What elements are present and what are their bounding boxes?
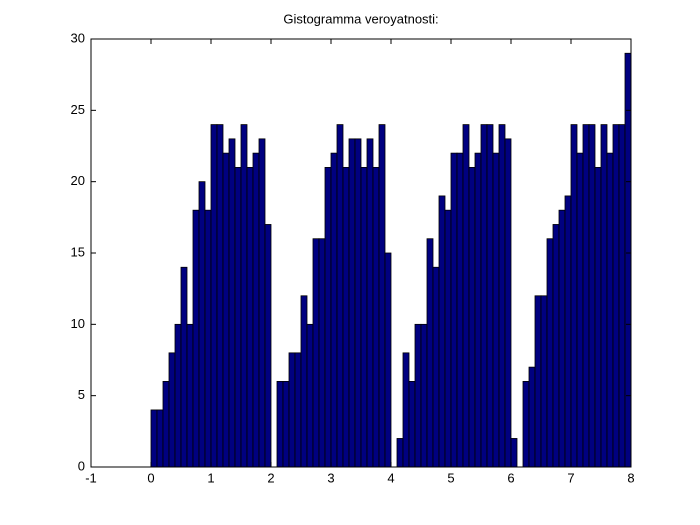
bar: [618, 124, 626, 468]
y-tick-label: 10: [71, 316, 85, 331]
bar: [216, 124, 224, 468]
bar: [522, 380, 530, 468]
bar: [372, 166, 380, 468]
bar: [576, 152, 584, 468]
bar: [324, 166, 332, 468]
bar: [282, 380, 290, 468]
bar: [348, 138, 356, 468]
bar: [510, 438, 518, 468]
bar: [624, 52, 632, 468]
bar: [168, 352, 176, 468]
x-tick-label: 1: [207, 470, 214, 485]
bar: [444, 209, 452, 468]
bar: [264, 224, 272, 468]
bar: [468, 166, 476, 468]
bar: [552, 224, 560, 468]
bar: [336, 124, 344, 468]
x-tick-label: 4: [387, 470, 394, 485]
bar: [222, 152, 230, 468]
bar: [180, 266, 188, 468]
y-tick-label: 5: [78, 387, 85, 402]
bar: [384, 252, 392, 468]
bar: [450, 152, 458, 468]
bar: [564, 195, 572, 468]
bar: [462, 124, 470, 468]
bar: [312, 238, 320, 468]
bar: [156, 409, 164, 468]
bar: [456, 152, 464, 468]
x-tick-label: 6: [507, 470, 514, 485]
bar: [504, 138, 512, 468]
bar: [246, 166, 254, 468]
bar: [378, 124, 386, 468]
bar: [474, 152, 482, 468]
bar: [600, 124, 608, 468]
bar: [318, 238, 326, 468]
bar: [612, 124, 620, 468]
bar: [534, 295, 542, 468]
bar: [408, 380, 416, 468]
bar: [588, 124, 596, 468]
bar: [204, 209, 212, 468]
bar: [174, 323, 182, 468]
bar: [594, 166, 602, 468]
bar: [150, 409, 158, 468]
x-tick-label: 7: [567, 470, 574, 485]
bar: [366, 138, 374, 468]
y-tick-label: 0: [78, 458, 85, 473]
bar: [486, 124, 494, 468]
bar: [498, 124, 506, 468]
bar: [306, 323, 314, 468]
bar: [540, 295, 548, 468]
bar: [342, 166, 350, 468]
bar: [414, 323, 422, 468]
bar: [606, 152, 614, 468]
bar: [396, 438, 404, 468]
bar: [228, 138, 236, 468]
x-tick-label: 3: [327, 470, 334, 485]
bar: [300, 295, 308, 468]
bar: [402, 352, 410, 468]
bar: [234, 166, 242, 468]
x-tick-label: -1: [85, 470, 97, 485]
bar: [582, 124, 590, 468]
bar: [420, 323, 428, 468]
bar: [240, 124, 248, 468]
x-tick-label: 2: [267, 470, 274, 485]
bar: [258, 138, 266, 468]
y-tick-label: 15: [71, 244, 85, 259]
bar: [210, 124, 218, 468]
bar: [252, 152, 260, 468]
y-tick-label: 20: [71, 173, 85, 188]
bar: [354, 138, 362, 468]
bar: [492, 152, 500, 468]
bar: [546, 238, 554, 468]
bar: [330, 152, 338, 468]
x-tick-label: 8: [627, 470, 634, 485]
bar: [528, 366, 536, 468]
bar: [186, 323, 194, 468]
x-tick-label: 5: [447, 470, 454, 485]
bar: [570, 124, 578, 468]
bar: [480, 124, 488, 468]
bar: [288, 352, 296, 468]
y-tick-label: 25: [71, 102, 85, 117]
bar: [192, 209, 200, 468]
bar: [558, 209, 566, 468]
chart-title: Gistogramma veroyatnosti:: [283, 11, 438, 26]
bar: [276, 380, 284, 468]
bar: [426, 238, 434, 468]
x-tick-label: 0: [147, 470, 154, 485]
bar: [360, 166, 368, 468]
bar: [432, 266, 440, 468]
bar: [162, 380, 170, 468]
bar: [198, 181, 206, 468]
y-tick-label: 30: [71, 30, 85, 45]
bar: [438, 195, 446, 468]
bar: [294, 352, 302, 468]
